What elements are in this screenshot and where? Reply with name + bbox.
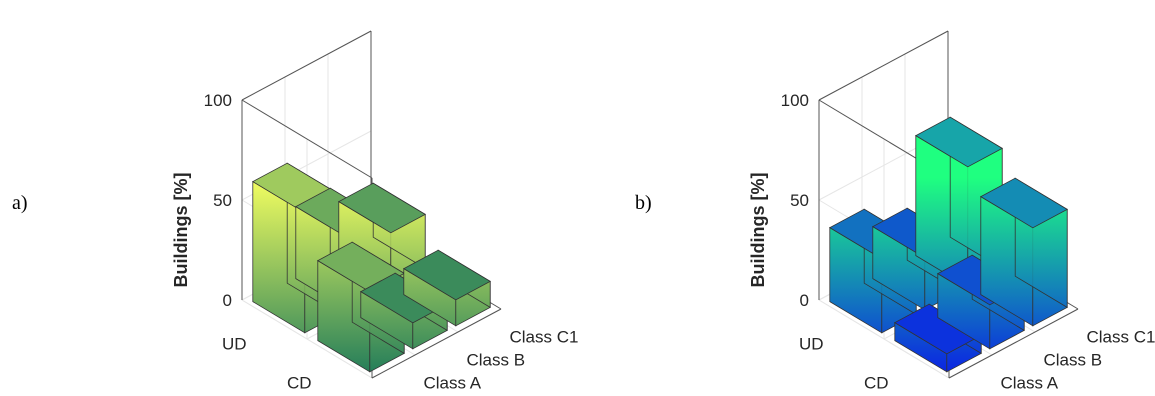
- z-axis-label: Buildings [%]: [171, 173, 191, 288]
- column-tick-label: Class A: [424, 374, 482, 393]
- axis-box-edge: [241, 30, 372, 101]
- panel-label-a: a): [12, 192, 28, 214]
- axis-box-edge: [948, 308, 1079, 379]
- bar-CD-ClassC1: [402, 249, 492, 327]
- z-tick-label: 50: [790, 191, 809, 210]
- column-tick-label: Class B: [467, 351, 526, 370]
- bar3d-chart-a: 0 50 100 UD CD Class A Class B Class C1 Building…: [171, 30, 579, 393]
- panel-label-b: b): [635, 192, 652, 214]
- column-tick-label: Class A: [1001, 374, 1059, 393]
- row-tick-label: CD: [287, 374, 312, 393]
- axis-box-edge: [241, 99, 373, 179]
- column-tick-label: Class B: [1044, 351, 1103, 370]
- row-tick-label: UD: [222, 335, 247, 354]
- bar-top: [979, 177, 1069, 229]
- gridline: [241, 299, 373, 379]
- axis-box-edge: [818, 30, 949, 101]
- z-axis-label: Buildings [%]: [748, 173, 768, 288]
- axis-box-edge: [371, 308, 502, 379]
- column-tick-label: Class C1: [510, 328, 579, 347]
- bar-top: [893, 303, 983, 355]
- bar-CD-ClassC1: [979, 177, 1069, 327]
- bar3d-chart-b: 0 50 100 UD CD Class A Class B Class C1 Building…: [748, 30, 1155, 393]
- column-tick-label: Class C1: [1087, 328, 1155, 347]
- bars: [251, 162, 492, 373]
- bar-top: [402, 249, 492, 301]
- bars: [828, 116, 1069, 373]
- bar-top: [337, 182, 427, 234]
- gridline: [818, 299, 950, 379]
- z-tick-label: 0: [223, 291, 232, 310]
- z-tick-label: 0: [800, 291, 809, 310]
- bar-top: [914, 116, 1004, 168]
- z-tick-label: 100: [781, 91, 809, 110]
- row-tick-label: CD: [864, 374, 889, 393]
- row-tick-label: UD: [799, 335, 824, 354]
- z-tick-label: 50: [213, 191, 232, 210]
- z-tick-label: 100: [204, 91, 232, 110]
